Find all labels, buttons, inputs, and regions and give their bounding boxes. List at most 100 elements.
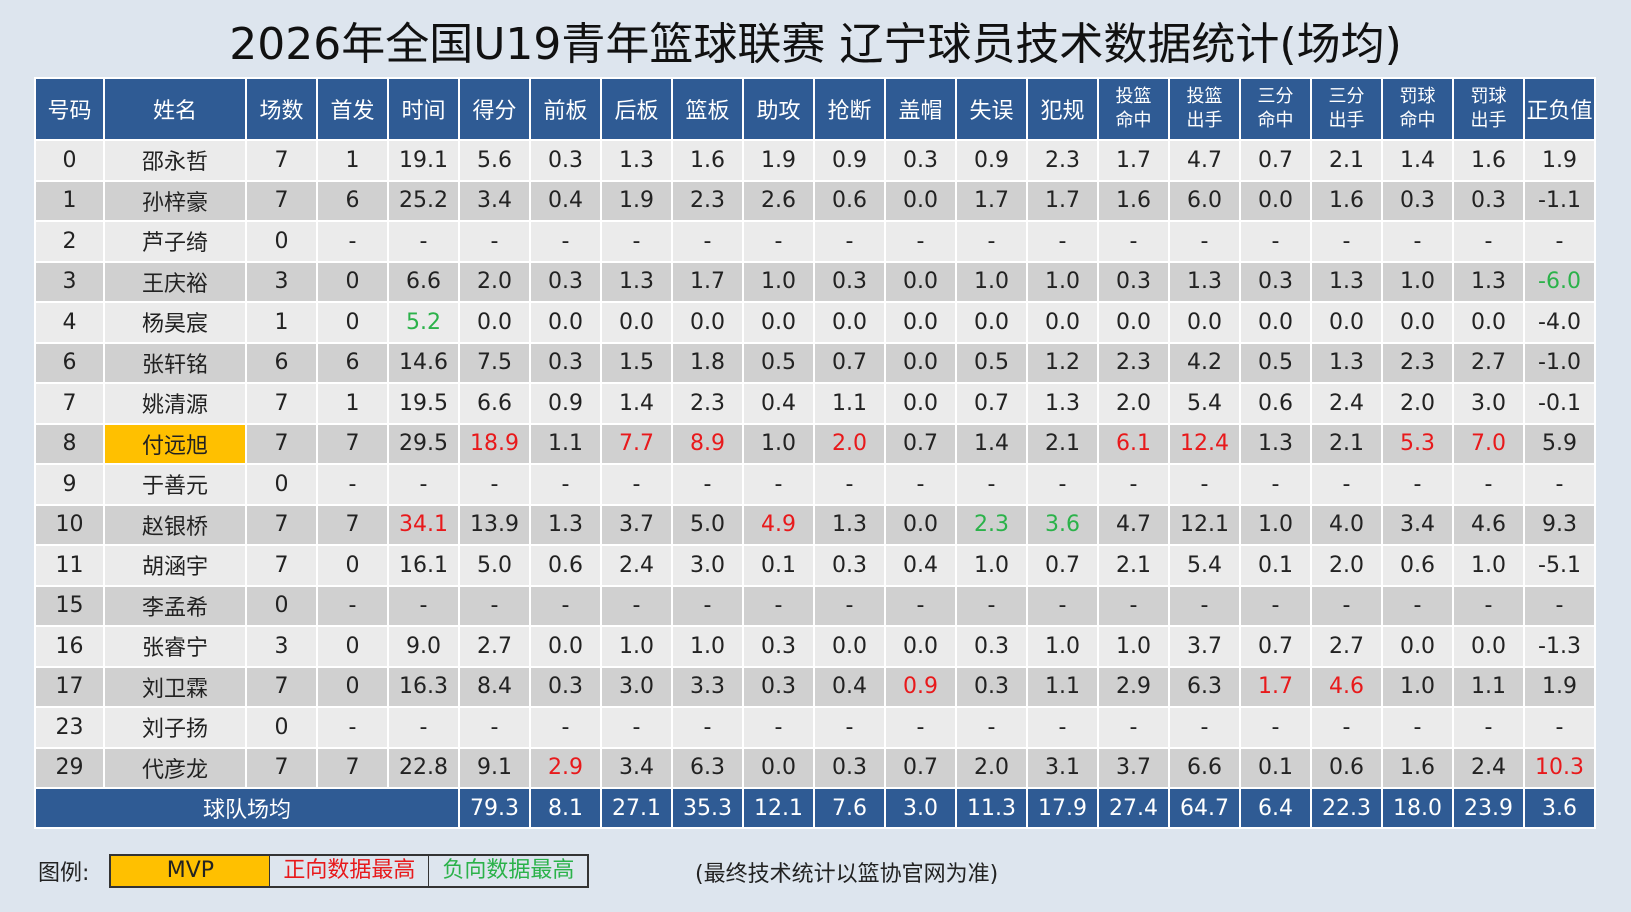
cell: 0.1: [742, 544, 815, 587]
cell: 2.1: [1310, 422, 1383, 465]
footer-cell: 6.4: [1239, 787, 1312, 829]
player-row: 15 李孟希 0- - - - - - - - - - - - - - - - - -: [34, 584, 1596, 627]
cell: 0.7: [1239, 625, 1312, 668]
cell: 7: [316, 422, 389, 465]
cell: 2.0: [1097, 382, 1170, 425]
cell: 9.0: [387, 625, 460, 668]
cell: -4.0: [1523, 301, 1596, 344]
cell: 2.4: [600, 544, 673, 587]
header-text: 出手: [1470, 110, 1507, 131]
cell: 1.3: [1310, 260, 1383, 303]
cell: 1.5: [600, 341, 673, 384]
cell: 1.6: [1310, 179, 1383, 222]
cell: 1.0: [1381, 260, 1454, 303]
cell: -1.3: [1523, 625, 1596, 668]
cell: -: [884, 220, 957, 263]
column-header: 失误: [955, 77, 1028, 141]
cell: 2.4: [1310, 382, 1383, 425]
cell: 5.4: [1168, 544, 1241, 587]
cell: -: [742, 463, 815, 506]
cell: -: [1168, 220, 1241, 263]
cell: 0.3: [1381, 179, 1454, 222]
cell: 0.0: [884, 503, 957, 546]
cell: 于善元: [103, 463, 247, 506]
column-header: 号码: [34, 77, 105, 141]
cell: 0.5: [1239, 341, 1312, 384]
cell: -: [813, 584, 886, 627]
cell: -: [671, 463, 744, 506]
header-text: 后板: [614, 99, 659, 124]
cell: 2.0: [1310, 544, 1383, 587]
cell: 2.3: [1381, 341, 1454, 384]
cell: -: [742, 220, 815, 263]
header-text: 首发: [330, 99, 375, 124]
cell: 1.0: [1026, 260, 1099, 303]
column-header: 场数: [245, 77, 318, 141]
cell: 6: [245, 341, 318, 384]
cell: 3.6: [1026, 503, 1099, 546]
cell: -: [387, 584, 460, 627]
cell: 0.0: [1239, 301, 1312, 344]
cell: 23: [34, 706, 105, 749]
cell: 0.0: [884, 179, 957, 222]
cell: 0.7: [1239, 139, 1312, 182]
cell: 2.4: [1452, 746, 1525, 789]
cell: -: [813, 463, 886, 506]
column-header: 罚球 出手: [1452, 77, 1525, 141]
cell: 12.4: [1168, 422, 1241, 465]
cell: 1.6: [671, 139, 744, 182]
cell: 1.1: [529, 422, 602, 465]
cell: 芦子绮: [103, 220, 247, 263]
cell: -: [600, 220, 673, 263]
cell: -: [1168, 463, 1241, 506]
header-text: 场数: [259, 99, 304, 124]
cell: 17: [34, 665, 105, 708]
footer-cell: 8.1: [529, 787, 602, 829]
cell: 0: [316, 625, 389, 668]
cell: -: [884, 584, 957, 627]
cell: 6.6: [458, 382, 531, 425]
header-text: 时间: [401, 99, 446, 124]
cell: 0.7: [955, 382, 1028, 425]
cell: 0.0: [1026, 301, 1099, 344]
cell: 7: [245, 544, 318, 587]
cell: -: [387, 706, 460, 749]
cell: 0.9: [884, 665, 957, 708]
header-row: 号码 姓名 场数 首发 时间 得分 前板 后板 篮板 助攻 抢断 盖帽 失误 犯规 投篮 命中 投篮 出手 三分 命中…: [34, 77, 1596, 141]
cell: -: [1381, 463, 1454, 506]
cell: -: [387, 463, 460, 506]
cell: 0.6: [1310, 746, 1383, 789]
cell: 6: [316, 341, 389, 384]
footer-cell: 17.9: [1026, 787, 1099, 829]
cell: 10: [34, 503, 105, 546]
player-row: 0 邵永哲 7 1 19.1 5.6 0.3 1.3 1.6 1.9 0.9 0.3 0.9 2.3 1.7…: [34, 139, 1596, 182]
cell: 1.6: [1452, 139, 1525, 182]
cell: 0.6: [813, 179, 886, 222]
cell: 5.6: [458, 139, 531, 182]
cell: 0.0: [1381, 301, 1454, 344]
cell: 0.0: [884, 382, 957, 425]
player-row: 10 赵银桥 7 7 34.1 13.9 1.3 3.7 5.0 4.9 1.3 0.0 2.3 3.6 4…: [34, 503, 1596, 546]
cell: 3.7: [1097, 746, 1170, 789]
cell: 2.0: [458, 260, 531, 303]
cell: -1.1: [1523, 179, 1596, 222]
footer-cell: 3.0: [884, 787, 957, 829]
cell: -: [1026, 706, 1099, 749]
cell: -: [529, 584, 602, 627]
cell: 29.5: [387, 422, 460, 465]
footer-cell: 27.4: [1097, 787, 1170, 829]
footer-cell: 23.9: [1452, 787, 1525, 829]
cell: -: [1523, 584, 1596, 627]
cell: 1.0: [1381, 665, 1454, 708]
legend-box: MVP 正向数据最高 负向数据最高: [109, 854, 590, 888]
cell: 0.3: [955, 625, 1028, 668]
cell: -: [1168, 584, 1241, 627]
cell: 邵永哲: [103, 139, 247, 182]
cell: 3.0: [1452, 382, 1525, 425]
cell: 0.0: [671, 301, 744, 344]
cell: 1.3: [529, 503, 602, 546]
cell: 22.8: [387, 746, 460, 789]
cell: -: [1097, 463, 1170, 506]
cell: 刘子扬: [103, 706, 247, 749]
cell: 16.3: [387, 665, 460, 708]
